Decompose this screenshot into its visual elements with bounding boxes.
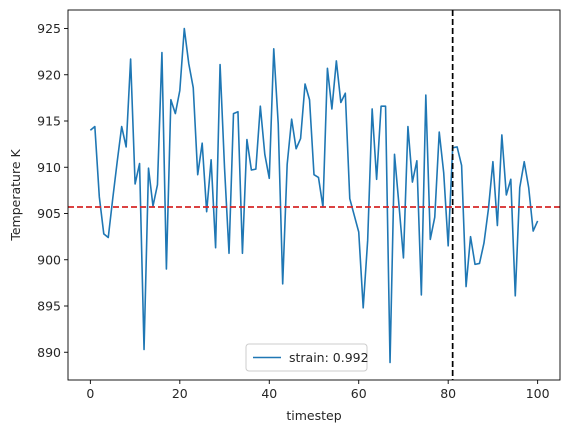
y-tick-label: 910 [37,160,61,175]
legend-label: strain: 0.992 [289,350,369,365]
series-line-0 [89,27,539,364]
y-tick-label: 900 [37,252,61,267]
legend: strain: 0.992 [245,343,369,372]
legend-box [245,343,368,372]
y-tick-label: 890 [37,345,61,360]
x-tick-label: 80 [440,386,456,401]
y-axis-label: Temperature K [8,149,23,242]
y-tick-label: 925 [37,21,61,36]
x-axis-label: timestep [286,408,341,423]
plot-area-frame [67,9,561,381]
x-tick-label: 20 [172,386,188,401]
x-tick-label: 100 [526,386,550,401]
y-tick-label: 920 [37,67,61,82]
x-tick-label: 0 [86,386,94,401]
x-tick-label: 60 [351,386,367,401]
y-tick-label: 915 [37,114,61,129]
x-tick-label: 40 [261,386,277,401]
y-tick-label: 895 [37,299,61,314]
y-tick-label: 905 [37,206,61,221]
